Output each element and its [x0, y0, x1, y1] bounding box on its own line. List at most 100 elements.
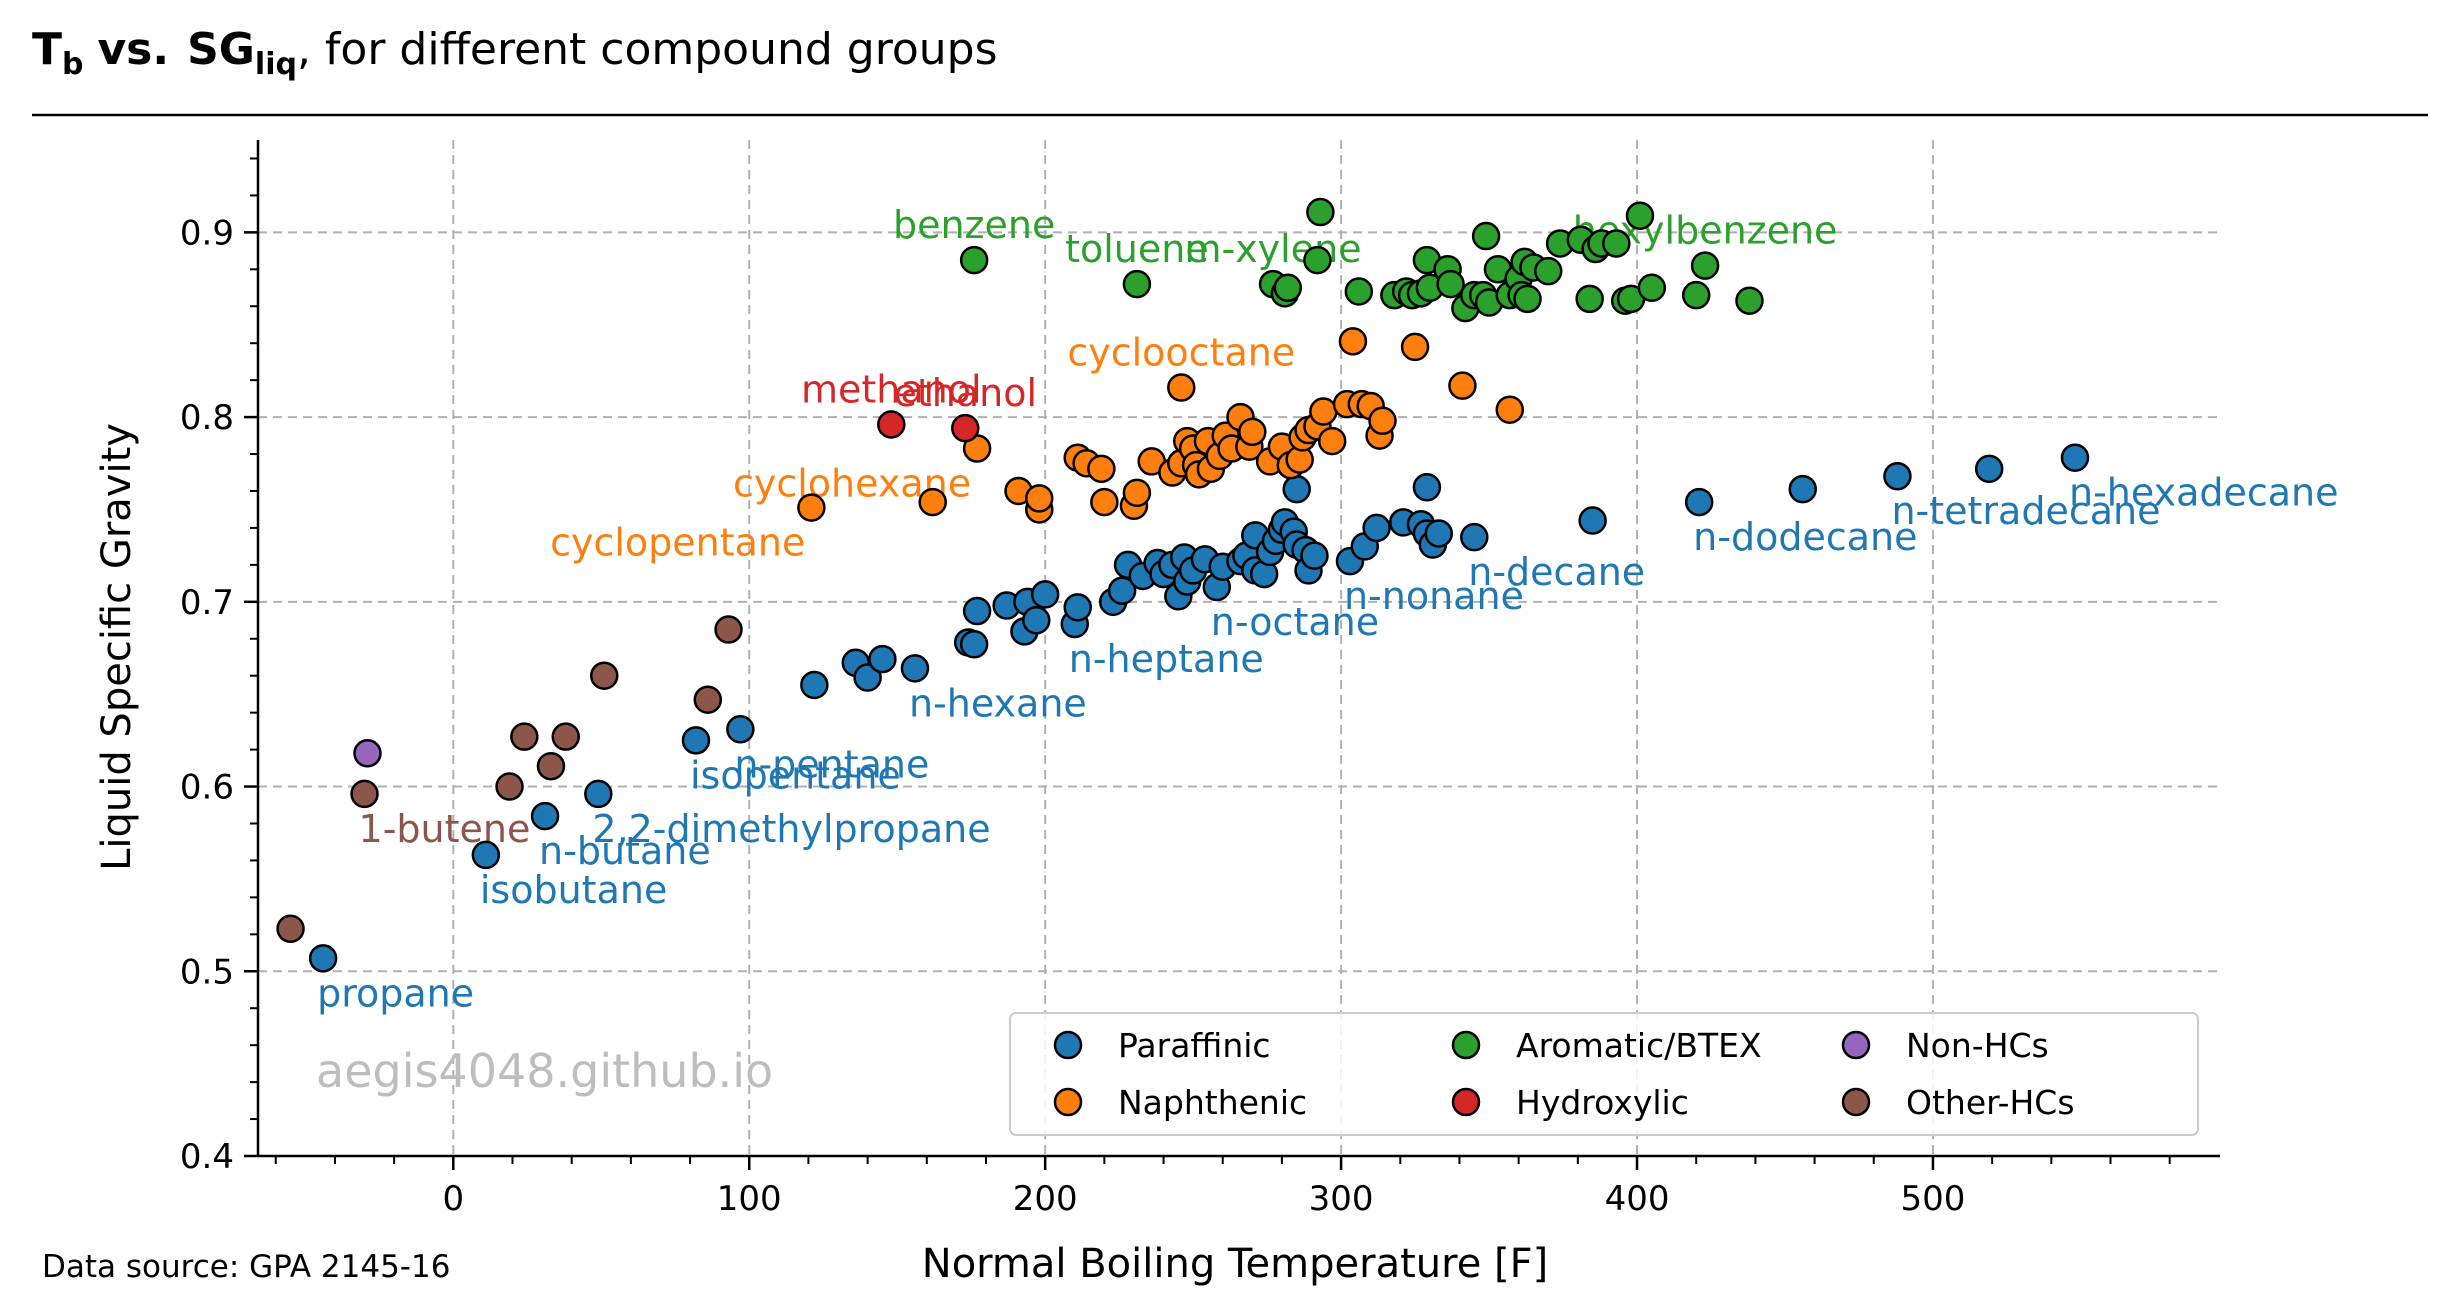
y-tick-label: 0.9 [180, 213, 234, 253]
scatter-point [1625, 201, 1655, 230]
scatter-point [877, 410, 906, 439]
title-sg-sub: liq [255, 47, 297, 82]
scatter-point [308, 944, 338, 973]
annotation-label: n-butane [539, 829, 711, 873]
scatter-point [1471, 221, 1501, 251]
scatter-point [951, 413, 980, 443]
chart-title: Tb vs. SGliq, for different compound group… [32, 24, 998, 82]
scatter-point [1400, 332, 1430, 362]
annotation-label: n-hexadecane [2069, 471, 2339, 515]
scatter-point [1362, 513, 1391, 543]
scatter-point [1309, 397, 1338, 426]
title-vs: vs. [98, 24, 170, 75]
annotation-label: n-dodecane [1693, 515, 1917, 559]
scatter-point [1317, 426, 1347, 456]
scatter-point [1024, 484, 1054, 513]
points-layer [276, 197, 2090, 973]
scatter-point [1303, 245, 1332, 275]
scatter-point [693, 685, 723, 714]
legend-marker [1841, 1030, 1871, 1060]
scatter-point [1368, 406, 1397, 436]
title-sg: SG [187, 24, 255, 75]
scatter-point [800, 670, 829, 700]
scatter-point [1448, 371, 1477, 400]
scatter-point [1602, 229, 1631, 258]
scatter-point [276, 914, 305, 944]
data-source: Data source: GPA 2145-16 [42, 1249, 450, 1285]
scatter-point [1238, 417, 1267, 447]
x-tick-label: 500 [1900, 1179, 1965, 1219]
x-tick-label: 200 [1013, 1179, 1078, 1219]
x-tick-label: 400 [1605, 1179, 1670, 1219]
scatter-point [1344, 277, 1374, 306]
scatter-point [797, 493, 826, 522]
annotation-label: methanol [801, 367, 982, 411]
scatter-point [1513, 284, 1542, 314]
scatter-point [1300, 541, 1329, 570]
y-tick-label: 0.8 [180, 398, 234, 438]
scatter-point [868, 644, 897, 674]
scatter-point [1122, 269, 1152, 299]
legend-label: Hydroxylic [1516, 1083, 1689, 1122]
scatter-point [1684, 487, 1714, 517]
scatter-point [1338, 327, 1368, 356]
scatter-point [1575, 284, 1604, 314]
axes: 0 100 200 300 400 500 0.4 0.5 0.6 0.7 0.8 0.9 [180, 140, 2220, 1219]
title-tb: T [32, 24, 62, 75]
y-tick-label: 0.4 [180, 1137, 234, 1177]
scatter-point [584, 779, 613, 809]
scatter-point [681, 726, 711, 755]
scatter-point [1495, 395, 1525, 424]
annotation-label: isopentane [690, 753, 901, 797]
scatter-point [1690, 251, 1720, 280]
scatter-point [1788, 474, 1817, 504]
scatter-point [1167, 373, 1196, 402]
annotation-label: propane [317, 971, 474, 1015]
scatter-point [1087, 454, 1116, 484]
y-tick-label: 0.5 [180, 952, 234, 992]
scatter-point [1063, 593, 1092, 622]
legend-label: Paraffinic [1118, 1026, 1271, 1065]
annotation-label: n-tetradecane [1891, 489, 2160, 533]
scatter-point [1030, 580, 1060, 609]
legend-label: Non-HCs [1906, 1026, 2049, 1065]
scatter-point [726, 715, 755, 744]
x-tick-label: 0 [442, 1179, 464, 1219]
scatter-point [510, 722, 539, 751]
annotation-label: isobutane [480, 868, 667, 912]
annotation-label: cyclooctane [1067, 331, 1295, 375]
scatter-point [536, 751, 566, 781]
watermark: aegis4048.github.io [316, 1044, 773, 1098]
scatter-point [1090, 487, 1119, 517]
scatter-point [962, 596, 992, 626]
scatter-point [918, 487, 947, 517]
scatter-point [1883, 461, 1912, 491]
scatter-point [1681, 280, 1711, 310]
annotation-label: benzene [893, 203, 1055, 247]
scatter-point [353, 739, 382, 768]
annotation-layer: propane isobutanen-butane2,2-dimethylprop… [317, 203, 2338, 1015]
scatter-point [589, 661, 619, 690]
legend-marker [1053, 1087, 1083, 1117]
annotation-label: n-decane [1468, 550, 1645, 594]
scatter-point [551, 722, 581, 751]
scatter-point [1578, 506, 1607, 535]
scatter-point [1533, 256, 1563, 286]
scatter-point [1122, 478, 1152, 508]
annotation-label: n-nonane [1344, 574, 1524, 618]
scatter-point [1436, 269, 1465, 299]
scatter-point [471, 840, 501, 870]
x-tick-label: 100 [717, 1179, 782, 1219]
scatter-point [959, 630, 989, 659]
scatter-point [959, 245, 989, 275]
scatter-point [853, 663, 882, 692]
scatter-point [495, 772, 524, 801]
annotation-label: cyclopentane [550, 521, 805, 565]
annotation-label: ethanol [893, 371, 1037, 415]
title-rest: , for different compound groups [297, 24, 998, 75]
legend-label: Aromatic/BTEX [1516, 1026, 1762, 1065]
scatter-point [1424, 519, 1454, 548]
scatter-point [530, 801, 560, 831]
scatter-point [1460, 522, 1489, 552]
annotation-label: toluene [1065, 227, 1209, 271]
